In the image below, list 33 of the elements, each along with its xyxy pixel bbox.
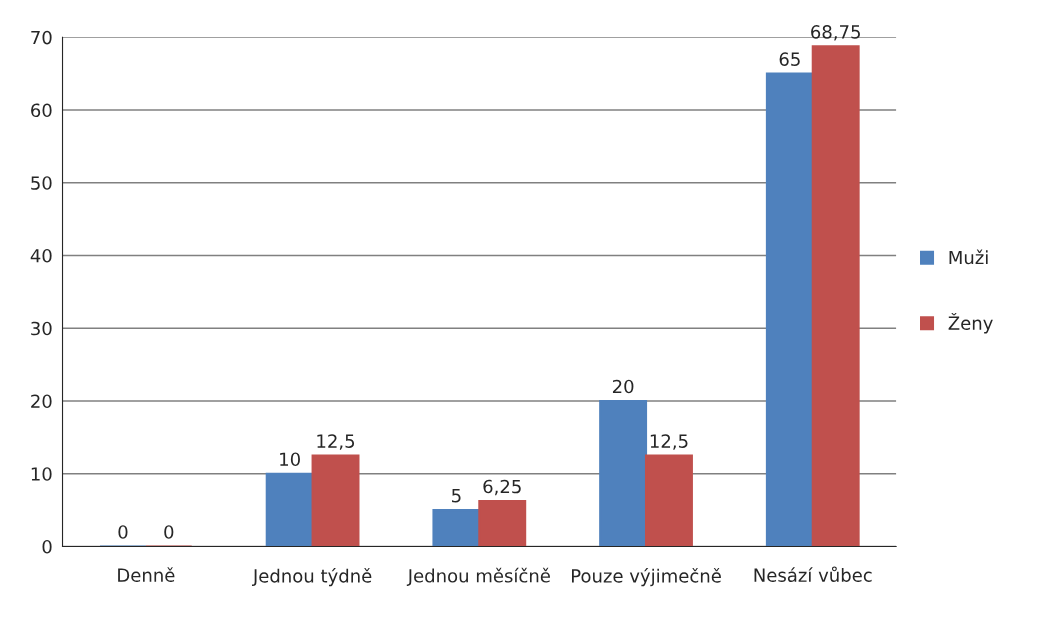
bar xyxy=(478,499,527,547)
legend-label: Muži xyxy=(949,249,988,265)
x-tick-label: Pouze výjimečně xyxy=(572,568,721,587)
bar xyxy=(311,454,360,547)
y-tick-label: 70 xyxy=(31,30,52,45)
data-label: 6,25 xyxy=(483,479,521,496)
data-label: 68,75 xyxy=(811,25,860,41)
bar xyxy=(765,72,814,547)
y-tick-label: 50 xyxy=(31,176,52,190)
bar xyxy=(265,472,314,547)
bar xyxy=(811,45,860,547)
legend-label: Ženy xyxy=(948,312,993,334)
bar xyxy=(432,509,481,547)
data-label: 5 xyxy=(452,489,461,503)
x-tick-label: Jednou týdně xyxy=(251,568,372,587)
data-label: 0 xyxy=(164,525,174,539)
data-label: 65 xyxy=(779,52,800,66)
x-tick-label: Denně xyxy=(118,567,175,582)
y-tick-label: 60 xyxy=(31,103,52,118)
x-tick-label: Nesází vůbec xyxy=(754,566,872,582)
data-label: 20 xyxy=(612,379,634,394)
y-tick-label: 40 xyxy=(30,248,52,263)
bar xyxy=(599,399,648,547)
bar xyxy=(645,454,693,547)
data-label: 12,5 xyxy=(650,434,688,450)
y-tick-label: 30 xyxy=(31,321,52,336)
y-tick-label: 10 xyxy=(31,467,52,481)
data-label: 12,5 xyxy=(317,434,355,450)
data-label: 0 xyxy=(118,525,128,539)
y-tick-label: 20 xyxy=(31,394,52,409)
data-label: 10 xyxy=(280,452,300,467)
x-tick-label: Jednou měsíčně xyxy=(406,567,550,586)
y-tick-label: 0 xyxy=(42,539,52,554)
